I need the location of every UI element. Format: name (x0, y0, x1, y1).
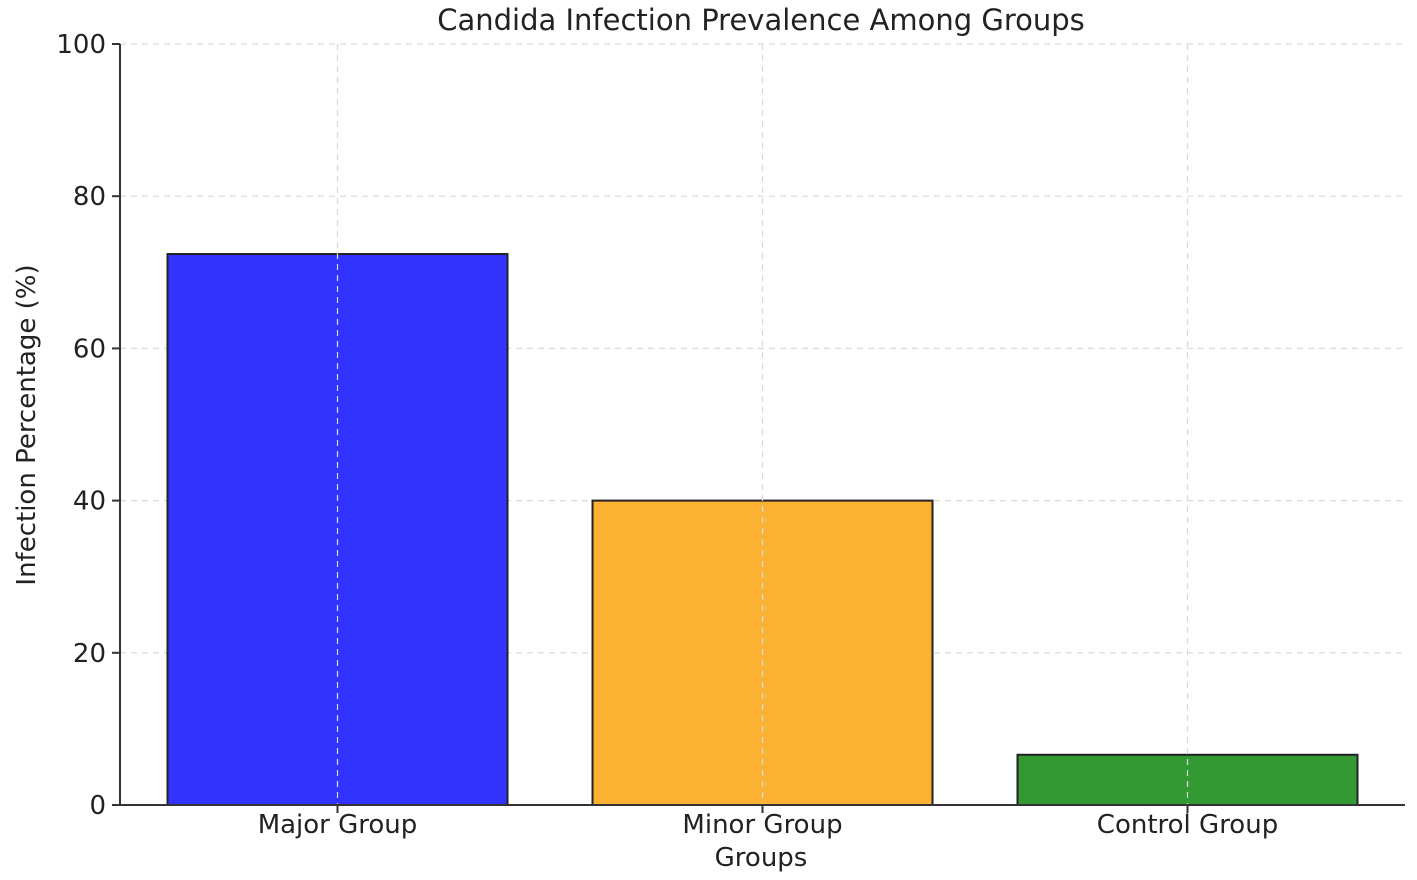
x-axis-ticks: Major Group Minor Group Control Group (258, 805, 1278, 840)
x-tick-label: Control Group (1097, 810, 1278, 840)
y-tick-label: 20 (73, 639, 106, 669)
y-tick-label: 0 (89, 791, 106, 821)
vertical-grid-lines (336, 44, 1189, 805)
y-tick-label: 80 (73, 182, 106, 212)
x-tick-label: Major Group (258, 810, 418, 840)
x-tick-label: Minor Group (682, 810, 842, 840)
y-tick-label: 100 (56, 30, 106, 60)
bars (166, 253, 1359, 806)
y-tick-label: 40 (73, 487, 106, 517)
y-axis-ticks: 0 20 40 60 80 100 (56, 30, 120, 821)
y-axis-label: Infection Percentage (%) (12, 264, 42, 585)
y-tick-label: 60 (73, 334, 106, 364)
chart-title: Candida Infection Prevalence Among Group… (437, 3, 1085, 37)
x-axis-label: Groups (715, 843, 808, 873)
